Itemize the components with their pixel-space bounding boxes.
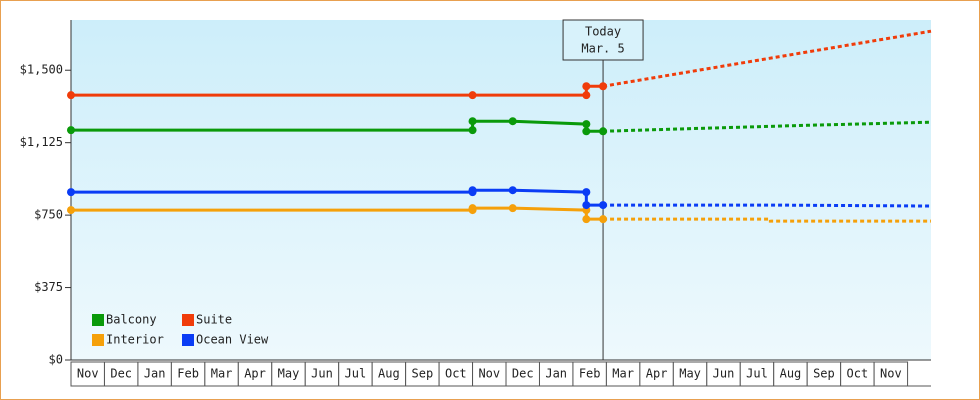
y-tick-label: $750: [34, 208, 63, 222]
legend-swatch: [182, 314, 194, 326]
x-tick-label: Jul: [345, 367, 367, 381]
x-tick-cell: [572, 361, 607, 387]
point: [582, 82, 591, 91]
y-tick-label: $1,500: [20, 63, 63, 77]
legend-label: Interior: [106, 333, 164, 347]
point: [582, 120, 591, 129]
x-tick-label: Feb: [579, 367, 601, 381]
y-tick-label: $1,125: [20, 135, 63, 149]
today-box: [562, 19, 644, 61]
point: [468, 204, 477, 213]
y-tick-label: $375: [34, 280, 63, 294]
point: [599, 127, 608, 136]
point: [468, 186, 477, 195]
point: [67, 126, 75, 135]
x-tick-label: May: [679, 367, 701, 381]
x-tick-cell: [538, 361, 574, 387]
x-tick-label: Oct: [445, 367, 467, 381]
x-tick-label: Apr: [244, 367, 266, 381]
today-label: Today: [585, 25, 621, 39]
point: [582, 201, 591, 210]
x-tick-cell: [505, 361, 540, 387]
x-tick-label: Mar: [211, 367, 233, 381]
legend-label: Ocean View: [196, 333, 269, 347]
x-tick-label: Oct: [847, 367, 869, 381]
point: [508, 117, 517, 126]
x-tick-cell: [70, 361, 105, 387]
x-tick-label: Aug: [780, 367, 802, 381]
forecast-line: [603, 217, 931, 223]
legend-swatch: [182, 334, 194, 346]
point: [468, 117, 477, 126]
x-tick-cell: [137, 361, 172, 387]
x-tick-label: Feb: [177, 367, 199, 381]
x-tick-label: Jan: [545, 367, 567, 381]
x-tick-cell: [605, 361, 641, 387]
x-tick-label: Dec: [110, 367, 132, 381]
x-tick-cell: [806, 361, 842, 387]
point: [468, 126, 477, 135]
point: [67, 91, 75, 100]
x-tick-label: Jul: [746, 367, 768, 381]
x-tick-label: Jan: [144, 367, 166, 381]
x-tick-cell: [237, 361, 273, 387]
x-tick-label: Sep: [412, 367, 434, 381]
x-tick-label: Nov: [478, 367, 500, 381]
point: [508, 186, 517, 195]
x-tick-label: Nov: [77, 367, 99, 381]
today-label: Mar. 5: [581, 42, 624, 56]
legend-swatch: [92, 314, 104, 326]
legend-label: Suite: [196, 313, 232, 327]
x-tick-label: Apr: [646, 367, 668, 381]
x-tick-label: Jun: [713, 367, 735, 381]
x-tick-cell: [472, 361, 507, 387]
x-tick-cell: [304, 361, 340, 387]
x-tick-cell: [170, 361, 206, 387]
x-tick-cell: [840, 361, 875, 387]
x-tick-cell: [706, 361, 741, 387]
x-tick-label: Sep: [813, 367, 835, 381]
x-tick-cell: [873, 361, 909, 387]
point: [599, 201, 608, 210]
x-tick-label: Mar: [612, 367, 634, 381]
x-tick-cell: [103, 361, 139, 387]
x-tick-label: Dec: [512, 367, 534, 381]
legend-label: Balcony: [106, 313, 157, 327]
x-tick-cell: [338, 361, 373, 387]
point: [468, 91, 477, 100]
x-tick-cell: [371, 361, 407, 387]
x-tick-label: Jun: [311, 367, 333, 381]
point: [67, 206, 75, 215]
point: [582, 215, 591, 224]
point: [599, 215, 608, 224]
x-tick-label: Aug: [378, 367, 400, 381]
point: [67, 188, 75, 197]
point: [582, 91, 591, 100]
legend-swatch: [92, 334, 104, 346]
point: [582, 188, 591, 197]
x-tick-label: May: [278, 367, 300, 381]
x-tick-cell: [672, 361, 708, 387]
x-tick-cell: [204, 361, 239, 387]
point: [582, 127, 591, 136]
x-tick-label: Nov: [880, 367, 902, 381]
forecast-line: [603, 120, 932, 133]
point: [599, 82, 608, 91]
x-tick-cell: [639, 361, 674, 387]
point: [508, 204, 517, 213]
y-tick-label: $0: [49, 353, 63, 367]
x-tick-cell: [271, 361, 306, 387]
forecast-line: [603, 203, 932, 208]
